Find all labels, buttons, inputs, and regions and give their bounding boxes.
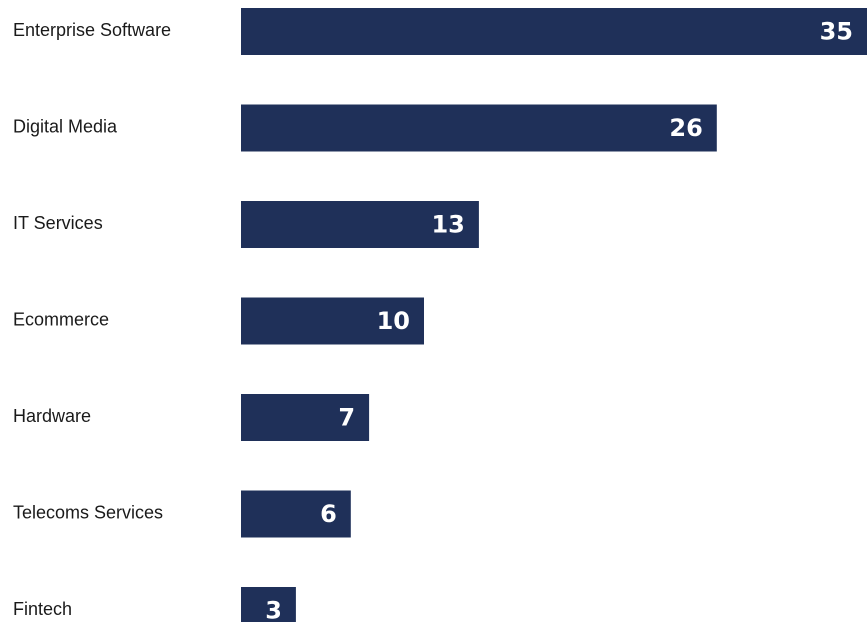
- category-label: Ecommerce: [13, 309, 109, 329]
- value-label: 35: [820, 18, 853, 46]
- category-label: IT Services: [13, 213, 103, 233]
- category-label: Digital Media: [13, 116, 118, 136]
- category-label: Telecoms Services: [13, 502, 163, 522]
- value-label: 10: [377, 307, 410, 335]
- bar: [241, 490, 351, 538]
- bars-layer: Enterprise Software 35 Digital Media 26 IT S…: [13, 8, 867, 622]
- value-label: 6: [320, 500, 337, 528]
- category-label: Hardware: [13, 406, 91, 426]
- bar: [241, 587, 296, 622]
- bar: [241, 201, 479, 248]
- value-label: 26: [669, 114, 702, 142]
- value-label: 3: [265, 597, 282, 622]
- value-label: 7: [338, 404, 355, 432]
- category-label: Enterprise Software: [13, 20, 171, 40]
- bar: [241, 297, 424, 345]
- category-label: Fintech: [13, 599, 72, 619]
- value-label: 13: [431, 211, 464, 239]
- bar: [241, 8, 867, 55]
- bar: [241, 394, 370, 441]
- bar: [241, 104, 717, 152]
